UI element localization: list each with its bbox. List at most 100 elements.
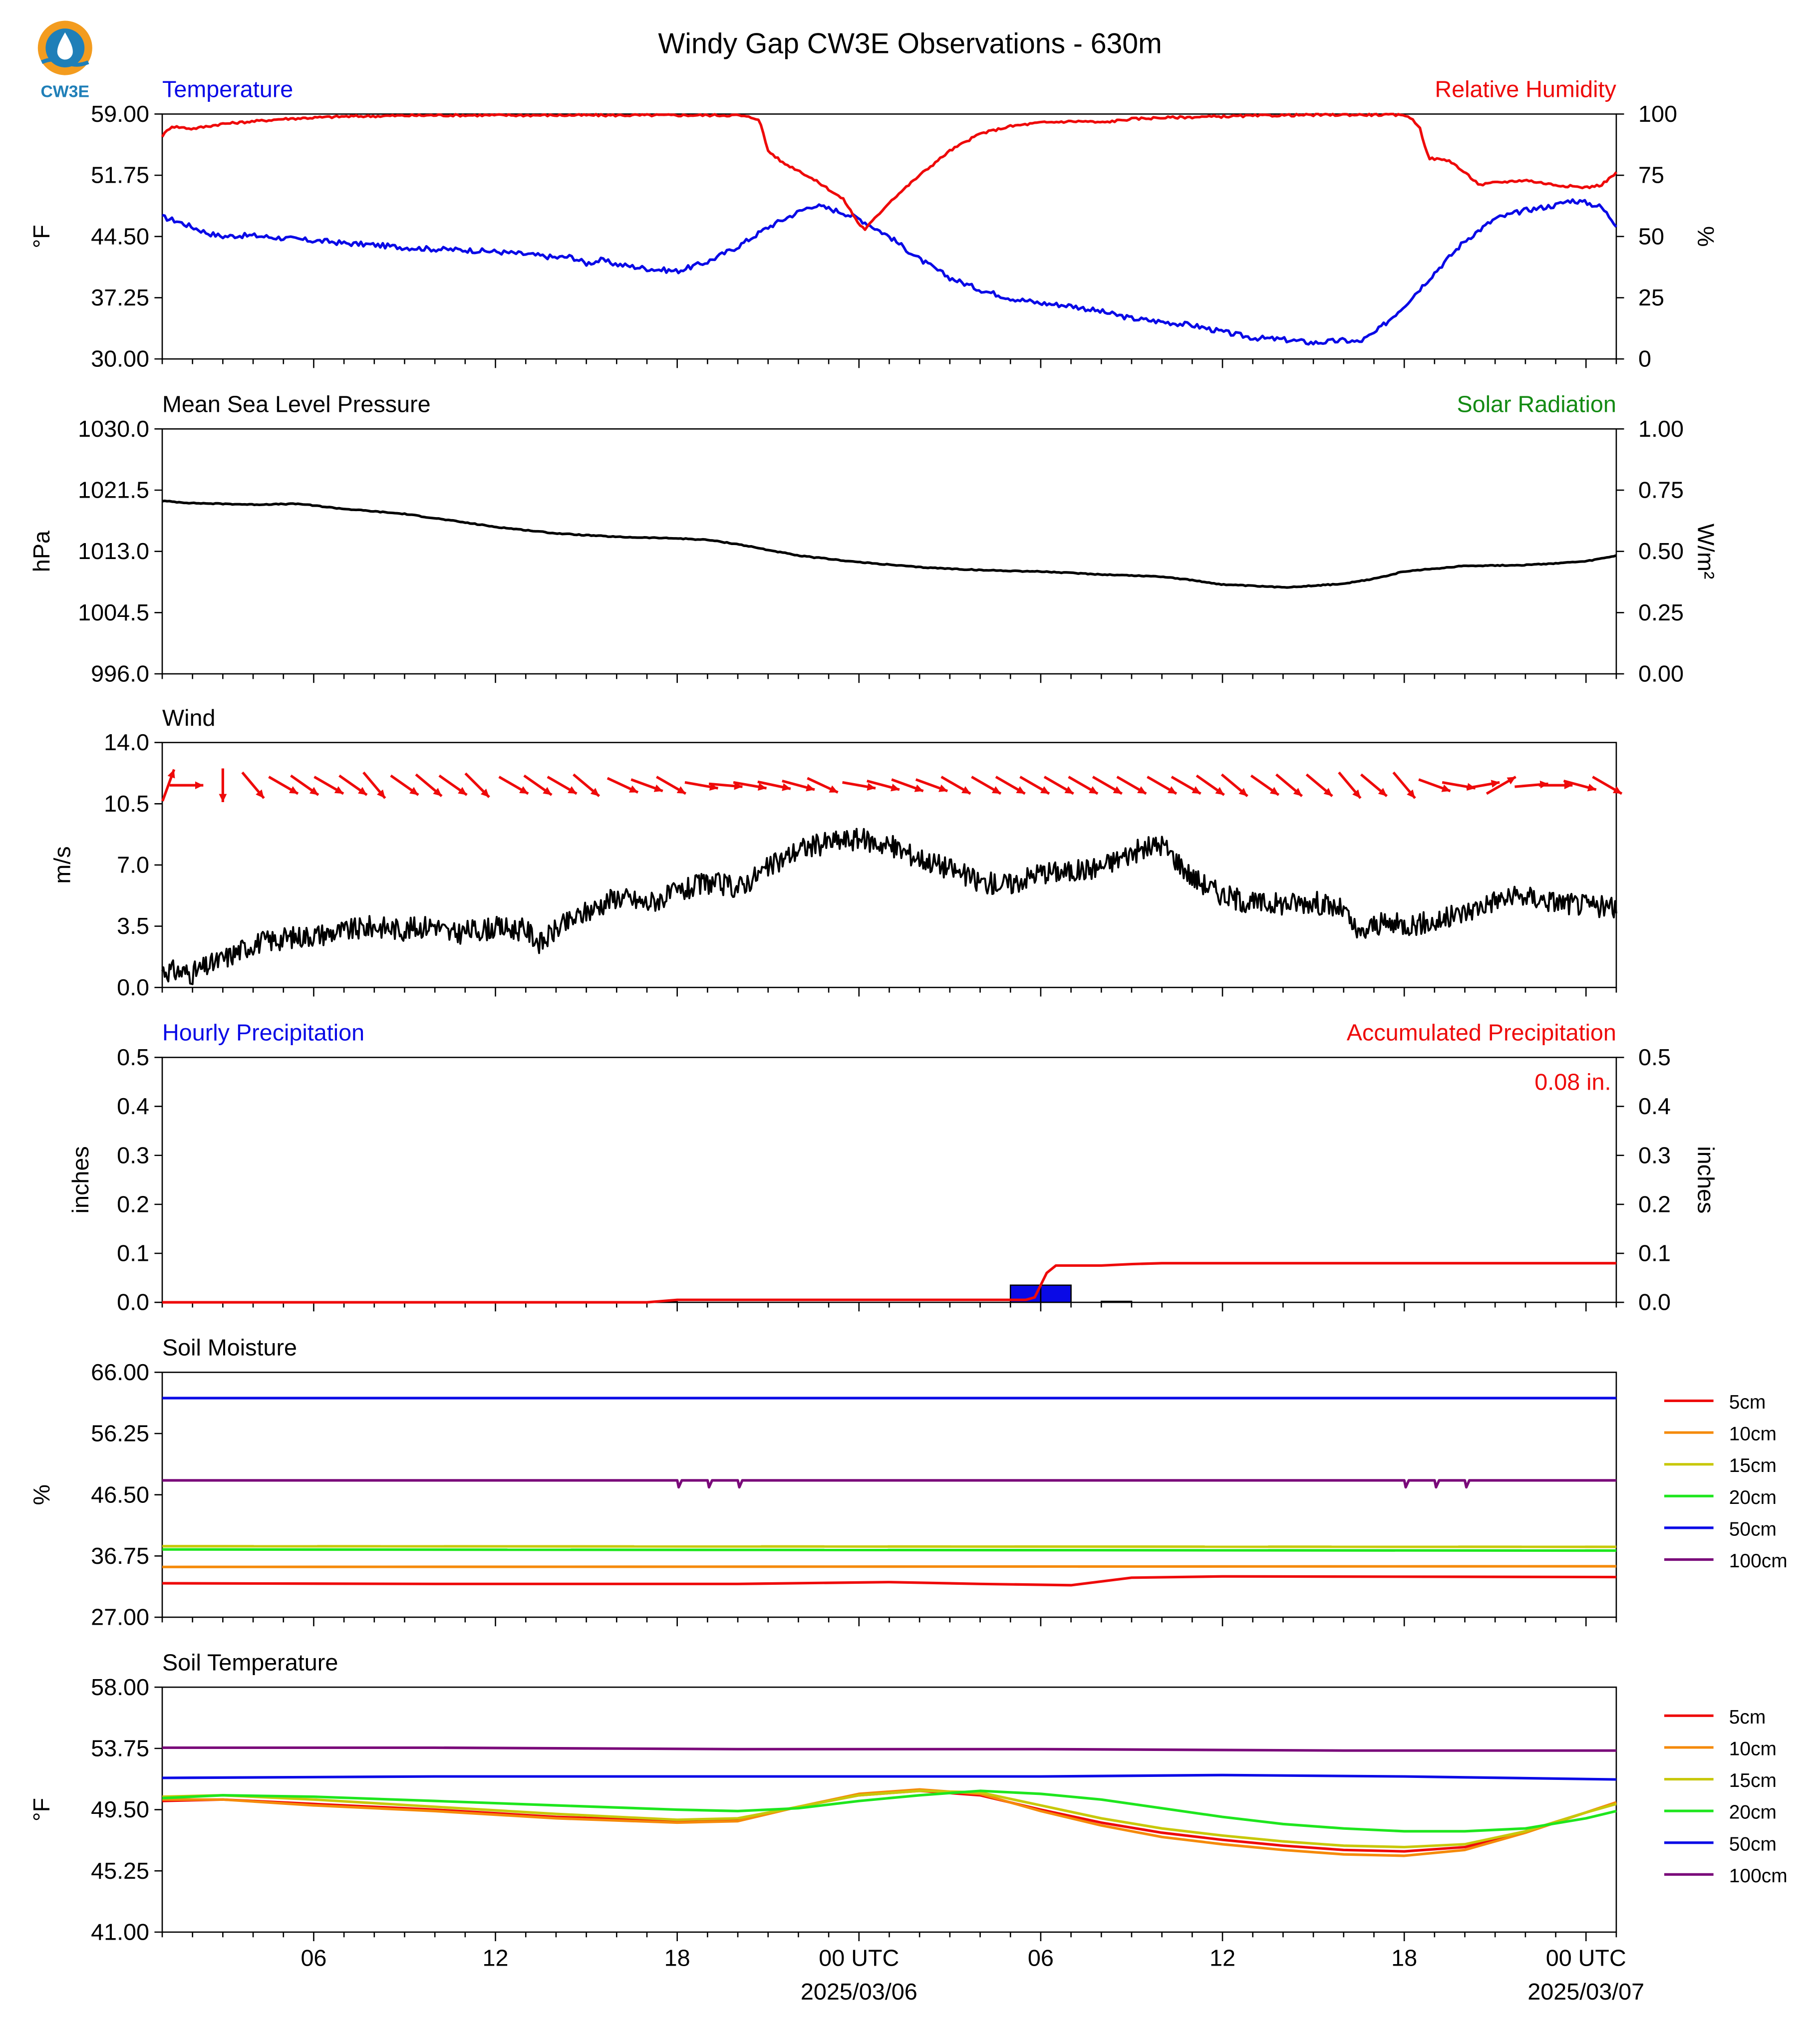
- x-date-label: 2025/03/06: [801, 1979, 917, 2005]
- panel-title-left: Hourly Precipitation: [162, 1020, 364, 1046]
- panel-title-left: Soil Moisture: [162, 1335, 297, 1361]
- wind-arrow-head: [433, 788, 442, 797]
- y-tick-label-right: 50: [1638, 223, 1664, 249]
- precip-bar: [1040, 1284, 1072, 1303]
- y-axis-label-left: hPa: [28, 531, 54, 572]
- y-tick-label-left: 0.5: [117, 1044, 149, 1070]
- panel-title-right: Accumulated Precipitation: [1347, 1020, 1616, 1046]
- y-tick-label-right: 0.00: [1638, 661, 1684, 687]
- wind-arrow-head: [1016, 786, 1025, 794]
- series-line-5cm: [162, 1575, 1616, 1587]
- legend-label-10cm: 10cm: [1729, 1738, 1777, 1760]
- series-line-temperature: [162, 198, 1617, 346]
- logo-wave-icon: [40, 57, 89, 67]
- wind-arrow-head: [1167, 786, 1177, 794]
- y-tick-label-left: 37.25: [91, 285, 149, 310]
- wind-arrow-head: [1215, 787, 1224, 795]
- y-tick-label-left: 44.50: [91, 223, 149, 249]
- precip-bar: [1100, 1300, 1133, 1303]
- y-axis-label-left: %: [28, 1484, 54, 1505]
- y-tick-label-left: 41.00: [91, 1919, 149, 1945]
- legend-label-10cm: 10cm: [1729, 1424, 1777, 1445]
- legend-label-100cm: 100cm: [1729, 1550, 1788, 1572]
- series-line-10cm: [162, 1788, 1617, 1857]
- panel-soil_temperature: 58.00 53.75 49.50 45.25 41.00 Soil Temperatur…: [28, 1649, 1788, 1945]
- y-tick-label-right: 0.5: [1638, 1044, 1671, 1070]
- y-axis-label-right: W/m²: [1693, 524, 1719, 579]
- legend: 5cm 10cm 15cm 20cm 50cm 100cm: [1664, 1707, 1788, 1887]
- y-tick-label-left: 14.0: [104, 729, 149, 755]
- wind-arrow-head: [543, 787, 552, 795]
- wind-arrow-head: [256, 789, 264, 799]
- y-tick-label-left: 36.75: [91, 1543, 149, 1569]
- y-tick-label-left: 1004.5: [78, 599, 149, 625]
- y-tick-label-left: 1021.5: [78, 477, 149, 503]
- wind-arrow-head: [1064, 786, 1074, 794]
- y-tick-label-left: 66.00: [91, 1359, 149, 1385]
- panel-title-left: Mean Sea Level Pressure: [162, 391, 431, 417]
- x-tick-label: 12: [483, 1945, 509, 1971]
- y-tick-label-right: 0.4: [1638, 1093, 1671, 1119]
- y-tick-label-right: 0.50: [1638, 538, 1684, 564]
- wind-arrow-head: [1089, 786, 1098, 794]
- panel-frame: [161, 1372, 1617, 1618]
- wind-arrow-head: [568, 786, 577, 794]
- wind-arrow-head: [1137, 786, 1147, 794]
- wind-arrow-head: [1587, 784, 1596, 792]
- wind-arrow-head: [653, 784, 663, 792]
- series-line-humidity: [161, 112, 1618, 231]
- figure-title: Windy Gap CW3E Observations - 630m: [658, 27, 1162, 59]
- wind-arrow-head: [309, 787, 318, 795]
- wind-arrow-head: [867, 783, 876, 791]
- y-tick-label-left: 0.4: [117, 1093, 149, 1119]
- panel-title-right: Relative Humidity: [1435, 76, 1616, 102]
- panel-soil_moisture: 66.00 56.25 46.50 36.75 27.00 Soil Moisture% 5…: [28, 1335, 1788, 1630]
- x-tick-label: 06: [1028, 1945, 1054, 1971]
- x-date-label: 2025/03/07: [1527, 1979, 1644, 2005]
- wind-arrow-head: [1192, 786, 1201, 794]
- wind-arrow-head: [358, 787, 367, 795]
- series-line-10cm: [162, 1565, 1616, 1568]
- legend-label-50cm: 50cm: [1729, 1833, 1777, 1855]
- panel-frame: [161, 1057, 1617, 1303]
- wind-arrow-head: [676, 786, 686, 794]
- y-tick-label-left: 0.0: [117, 1289, 149, 1315]
- wind-arrow-head: [829, 785, 838, 793]
- legend-label-5cm: 5cm: [1729, 1392, 1766, 1413]
- y-tick-label-right: 0: [1638, 346, 1651, 372]
- wind-arrow-head: [1238, 788, 1248, 797]
- legend-label-5cm: 5cm: [1729, 1707, 1766, 1728]
- wind-arrow-head: [1113, 786, 1122, 794]
- series-line-20cm: [162, 1789, 1617, 1833]
- accumulated-total-label: 0.08 in.: [1534, 1069, 1611, 1095]
- legend-label-20cm: 20cm: [1729, 1487, 1777, 1508]
- y-tick-label-left: 1030.0: [78, 416, 149, 442]
- series-line-pressure: [162, 499, 1617, 589]
- wind-barbs: [161, 768, 1623, 803]
- legend: 5cm 10cm 15cm 20cm 50cm 100cm: [1664, 1392, 1788, 1572]
- panel-title-left: Soil Temperature: [162, 1649, 338, 1675]
- series-line-precip_accum: [162, 1262, 1616, 1304]
- x-tick-label: 12: [1210, 1945, 1235, 1971]
- y-tick-label-left: 58.00: [91, 1674, 149, 1700]
- x-tick-label: 06: [301, 1945, 326, 1971]
- wind-arrow-head: [1507, 777, 1516, 785]
- y-axis-label-left: °F: [28, 225, 54, 248]
- wind-arrow-head: [289, 786, 299, 794]
- y-tick-label-right: 25: [1638, 285, 1664, 310]
- cw3e-logo: CW3E: [37, 20, 92, 101]
- legend-label-20cm: 20cm: [1729, 1802, 1777, 1823]
- y-tick-label-right: 0.3: [1638, 1142, 1671, 1168]
- series-line-100cm: [162, 1479, 1616, 1489]
- y-tick-label-left: 51.75: [91, 162, 149, 188]
- y-axis-label-left: °F: [28, 1798, 54, 1821]
- wind-arrow-head: [167, 769, 175, 779]
- y-tick-label-left: 56.25: [91, 1421, 149, 1447]
- wind-arrow-head: [480, 789, 490, 798]
- y-tick-label-left: 3.5: [117, 913, 149, 939]
- panel-title-left: Wind: [162, 705, 215, 731]
- y-tick-label-right: 0.2: [1638, 1191, 1671, 1217]
- y-tick-label-right: 75: [1638, 162, 1664, 188]
- y-tick-label-left: 996.0: [91, 661, 149, 687]
- wind-arrow-head: [334, 786, 343, 794]
